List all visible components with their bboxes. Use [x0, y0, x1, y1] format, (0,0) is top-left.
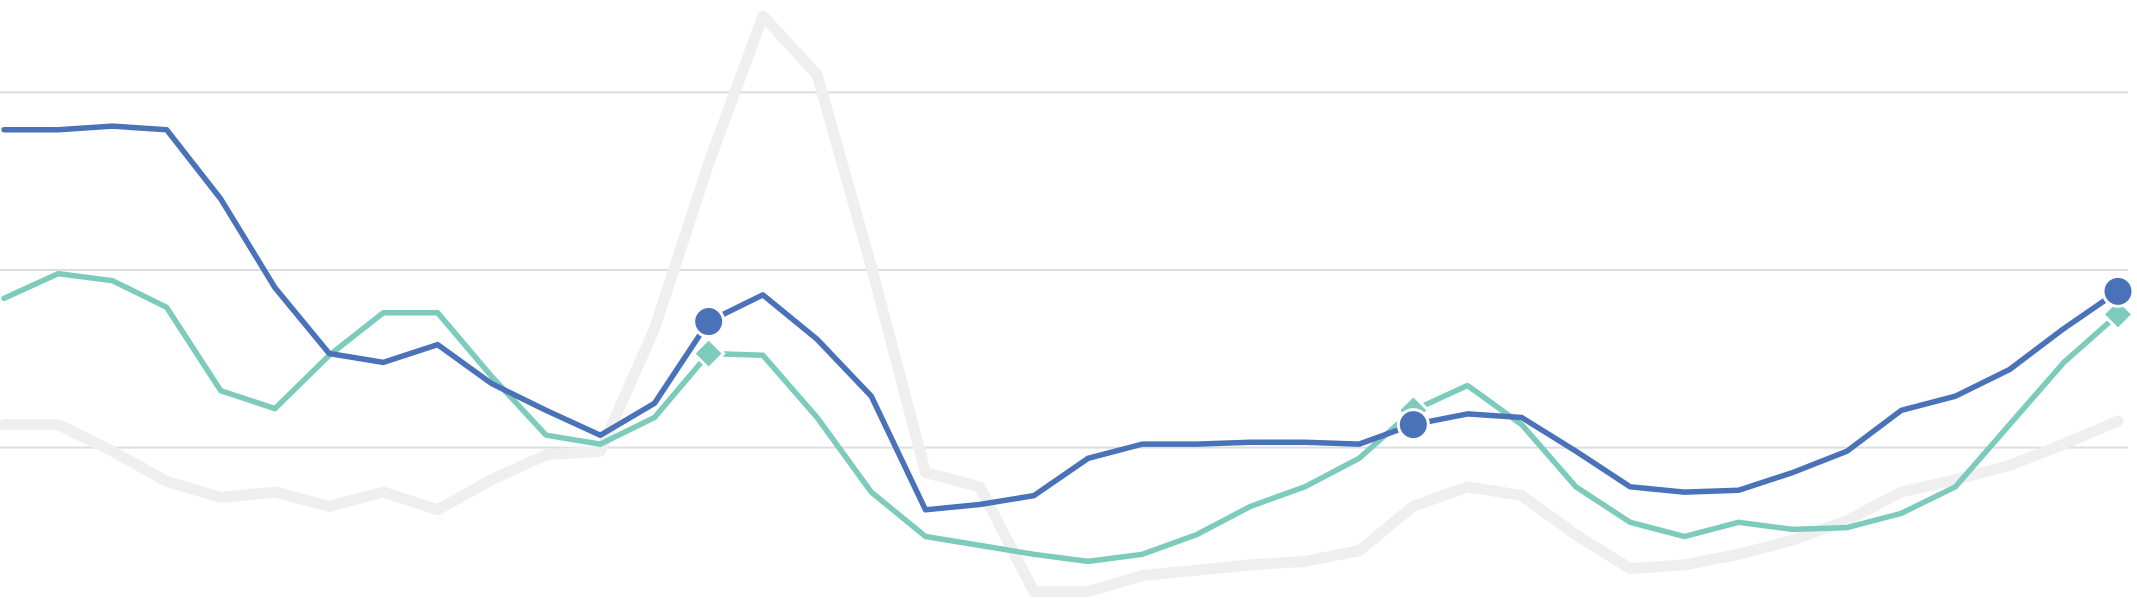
series-line	[1, 123, 2121, 513]
point-marker	[691, 336, 726, 371]
series-line	[0, 10, 2124, 598]
point-marker	[692, 305, 726, 339]
point-marker	[2100, 297, 2136, 332]
point-marker	[2101, 274, 2135, 308]
series-line	[1, 270, 2121, 565]
point-marker	[1396, 408, 1430, 442]
